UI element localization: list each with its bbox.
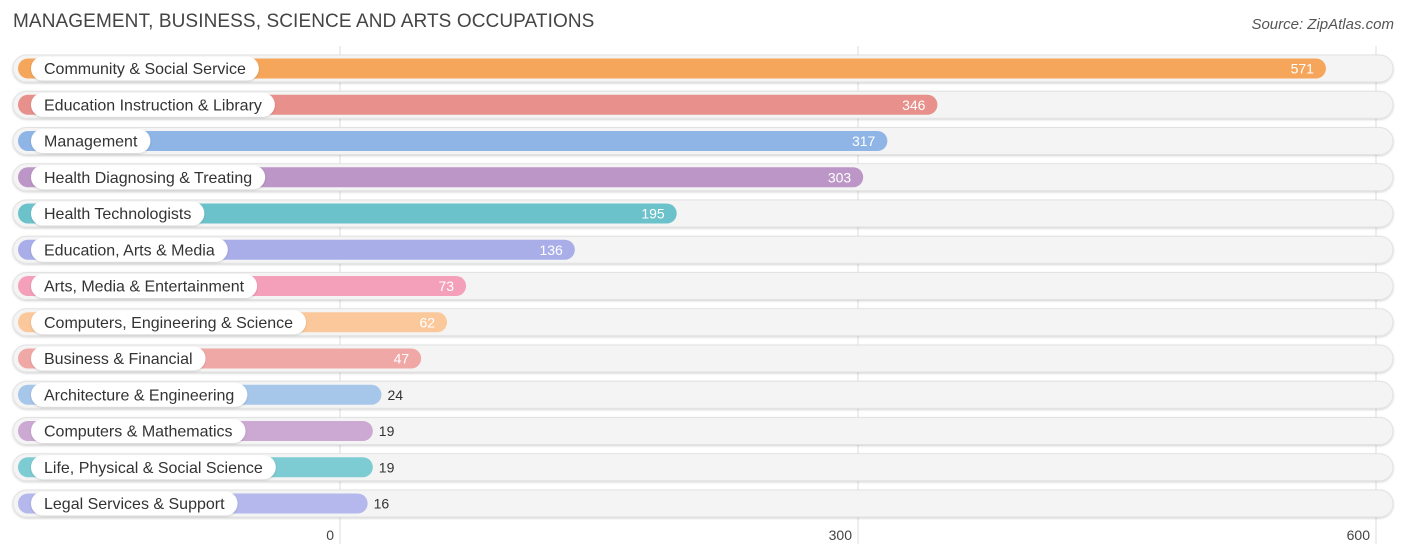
- value-label: 346: [902, 97, 926, 113]
- category-label: Life, Physical & Social Science: [44, 460, 263, 477]
- bar-row: Computers, Engineering & Science 62: [12, 308, 1394, 337]
- category-label: Computers & Mathematics: [44, 424, 233, 441]
- bar-row: Life, Physical & Social Science 19: [12, 453, 1394, 482]
- bar-row: Business & Financial 47: [12, 344, 1394, 373]
- bar-row: Architecture & Engineering 24: [12, 380, 1394, 409]
- value-label: 16: [374, 496, 390, 512]
- value-label: 47: [394, 351, 410, 367]
- bar-row: Health Diagnosing & Treating 303: [12, 163, 1394, 192]
- value-label: 24: [387, 387, 403, 403]
- value-label: 571: [1291, 61, 1315, 77]
- category-label-pill: [31, 346, 206, 371]
- bar-row: Management 317: [12, 127, 1394, 155]
- value-label: 62: [419, 314, 435, 330]
- value-label: 19: [379, 423, 395, 439]
- bar-row: Community & Social Service 571: [12, 54, 1394, 83]
- category-label-pill: [31, 310, 307, 335]
- category-label: Legal Services & Support: [44, 496, 225, 513]
- value-label: 19: [379, 459, 395, 475]
- bar: [18, 131, 888, 151]
- category-label: Health Diagnosing & Treating: [44, 170, 252, 187]
- value-label: 136: [539, 242, 563, 258]
- category-label-pill: [31, 129, 151, 153]
- category-label: Education, Arts & Media: [44, 242, 215, 259]
- chart-title: MANAGEMENT, BUSINESS, SCIENCE AND ARTS O…: [13, 11, 595, 32]
- bar-rows: Community & Social Service 571 Education I…: [12, 54, 1394, 518]
- bar-row: Education Instruction & Library 346: [12, 90, 1394, 119]
- category-label-pill: [31, 491, 238, 516]
- bar-row: Arts, Media & Entertainment 73: [12, 272, 1394, 300]
- x-axis-ticks: 0 300 600: [326, 527, 1370, 543]
- category-label: Health Technologists: [44, 206, 191, 223]
- category-label-pill: [31, 455, 276, 480]
- category-label-pill: [31, 237, 228, 262]
- category-label-pill: [31, 165, 266, 190]
- bar: [18, 58, 1326, 79]
- category-label-pill: [31, 382, 248, 407]
- x-tick-label: 300: [829, 527, 853, 543]
- bar-row: Legal Services & Support 16: [12, 489, 1394, 518]
- category-label-pill: [31, 56, 259, 81]
- source-credit: Source: ZipAtlas.com: [1251, 16, 1394, 33]
- value-label: 73: [438, 278, 454, 294]
- value-label: 195: [641, 206, 665, 222]
- category-label-pill: [31, 419, 246, 443]
- category-label-pill: [31, 201, 205, 226]
- x-tick-label: 0: [326, 527, 334, 543]
- category-label: Education Instruction & Library: [44, 97, 262, 114]
- bar-row: Health Technologists 195: [12, 199, 1394, 228]
- value-label: 303: [828, 169, 852, 185]
- category-label-pill: [31, 274, 258, 298]
- category-label: Architecture & Engineering: [44, 387, 234, 404]
- category-label: Computers, Engineering & Science: [44, 315, 293, 332]
- category-label: Business & Financial: [44, 351, 193, 368]
- category-label-pill: [31, 92, 275, 117]
- bar-row: Computers & Mathematics 19: [12, 417, 1394, 445]
- category-label: Management: [44, 134, 138, 151]
- category-label: Arts, Media & Entertainment: [44, 279, 245, 296]
- bar-row: Education, Arts & Media 136: [12, 235, 1394, 264]
- category-label: Community & Social Service: [44, 61, 246, 78]
- value-label: 317: [852, 133, 876, 149]
- x-tick-label: 600: [1347, 527, 1371, 543]
